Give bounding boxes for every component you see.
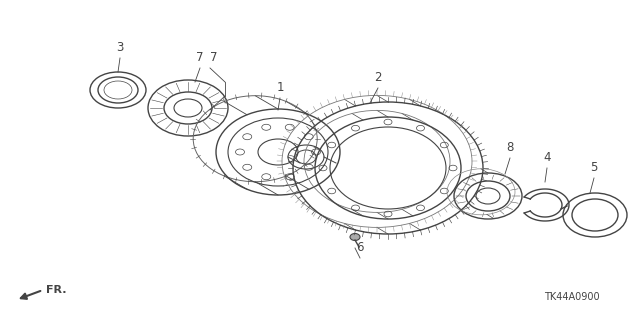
Text: 7: 7 [196, 51, 204, 64]
Text: 8: 8 [506, 141, 514, 154]
Text: 2: 2 [374, 71, 381, 84]
Text: 5: 5 [590, 161, 598, 174]
Ellipse shape [350, 234, 360, 241]
Text: TK44A0900: TK44A0900 [545, 292, 600, 302]
Text: 3: 3 [116, 41, 124, 54]
Text: 7: 7 [211, 51, 218, 64]
Text: 1: 1 [276, 81, 284, 94]
Text: FR.: FR. [46, 285, 67, 295]
Text: 4: 4 [543, 151, 551, 164]
Text: 6: 6 [356, 241, 364, 254]
